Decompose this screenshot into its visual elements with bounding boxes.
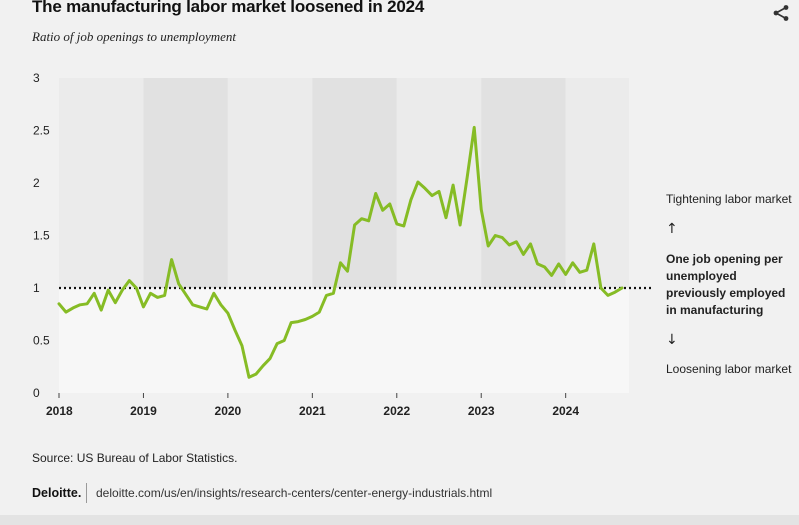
x-tick-label: 2021: [299, 404, 326, 418]
y-tick-label: 2.5: [33, 124, 50, 138]
y-tick-label: 2: [33, 176, 40, 190]
reference-label: One job opening per unemployed previousl…: [666, 252, 786, 317]
series-line: [57, 125, 624, 379]
x-tick-label: 2022: [383, 404, 410, 418]
chart-subtitle: Ratio of job openings to unemployment: [32, 29, 237, 44]
share-icon[interactable]: [772, 4, 790, 22]
x-tick-label: 2020: [215, 404, 242, 418]
y-tick-label: 0.5: [33, 334, 50, 348]
x-axis: 2018 2019 2020 2021 2022 2023 2024: [46, 393, 579, 418]
chart-title: The manufacturing labor market loosened …: [32, 0, 425, 16]
footer-divider: [86, 483, 87, 503]
up-arrow: ↑: [666, 221, 678, 237]
line-chart: 00.511.522.53 2018 2019 2020 2021 2022 2023 20…: [33, 71, 652, 418]
footer-link[interactable]: deloitte.com/us/en/insights/research-cen…: [96, 486, 493, 500]
source-note: Source: US Bureau of Labor Statistics.: [32, 451, 238, 465]
y-tick-label: 0: [33, 386, 40, 400]
tightening-label: Tightening labor market: [666, 192, 792, 206]
x-tick-label: 2019: [130, 404, 157, 418]
y-tick-label: 3: [33, 71, 40, 85]
below-reference-area: [59, 288, 629, 393]
y-tick-label: 1.5: [33, 229, 50, 243]
y-tick-label: 1: [33, 281, 40, 295]
bottom-bar: [0, 515, 799, 525]
y-axis: 0 0.5 1 1.5 2 2.5 3: [33, 71, 50, 400]
deloitte-logo: Deloitte.: [32, 486, 82, 500]
x-tick-label: 2023: [468, 404, 495, 418]
down-arrow: ↓: [666, 332, 678, 348]
x-tick-label: 2018: [46, 404, 73, 418]
loosening-label: Loosening labor market: [666, 362, 792, 376]
x-tick-label: 2024: [552, 404, 579, 418]
